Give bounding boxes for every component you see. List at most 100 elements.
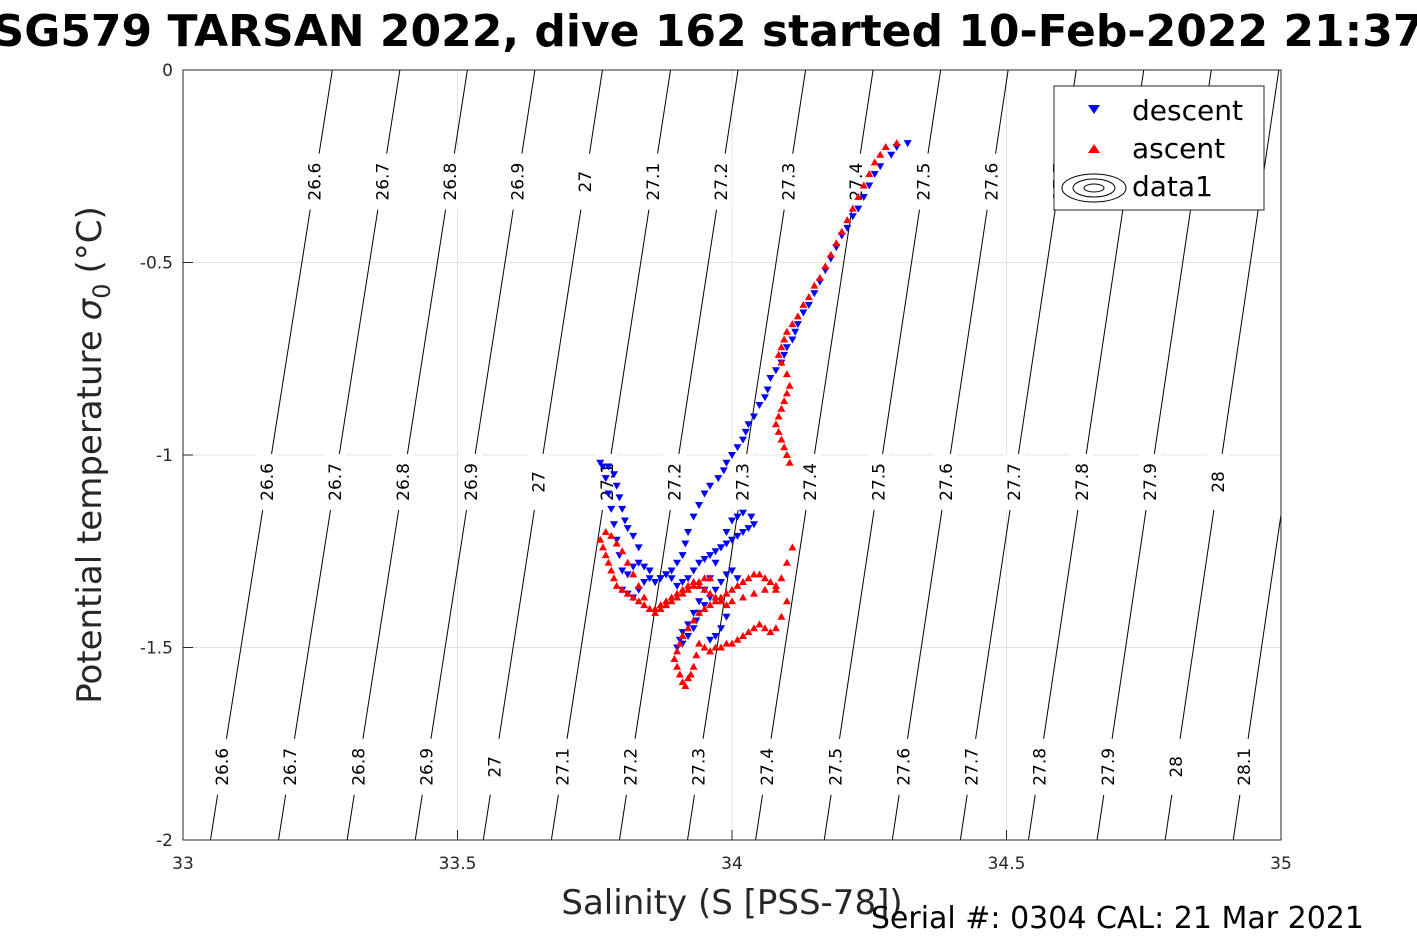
descent-point	[733, 532, 742, 540]
ascent-point	[656, 601, 665, 609]
ascent-point	[604, 558, 613, 566]
y-tick-label: -1	[156, 446, 173, 466]
contour-label: 26.8	[394, 463, 414, 501]
descent-point	[604, 490, 613, 498]
descent-point	[645, 567, 654, 575]
ascent-point	[670, 655, 679, 663]
ascent-point	[640, 601, 649, 609]
descent-point	[810, 290, 819, 298]
ascent-point	[744, 574, 753, 582]
ascent-point	[728, 585, 736, 593]
contour-label-background	[777, 153, 800, 210]
ascent-point	[738, 578, 747, 586]
ascent-point	[722, 601, 731, 609]
ascent-point	[662, 597, 671, 605]
x-tick-label: 33	[172, 854, 194, 874]
contour-label-background	[574, 153, 597, 210]
legend-descent-label: descent	[1132, 94, 1243, 127]
descent-point	[640, 563, 649, 571]
ascent-point	[738, 593, 747, 601]
descent-point	[788, 336, 797, 344]
contour-label: 27.4	[847, 163, 867, 201]
contour-label: 26.7	[326, 463, 346, 501]
contour-label-background	[912, 153, 935, 210]
contour-label: 28.1	[1235, 748, 1255, 786]
legend-ascent-label: ascent	[1132, 132, 1225, 165]
ascent-point	[634, 597, 643, 605]
ascent-point	[728, 597, 736, 605]
contour-label-background	[663, 453, 686, 510]
descent-point	[629, 532, 638, 540]
contour-label: 27	[486, 756, 506, 778]
descent-point	[612, 482, 621, 490]
descent-point	[689, 513, 698, 521]
y-axis-label-symbol: σ	[70, 297, 110, 320]
legend-descent-marker	[1088, 105, 1100, 114]
ascent-point	[623, 589, 632, 597]
ascent-point	[733, 635, 742, 643]
contour-label: 27.9	[1141, 463, 1161, 501]
ascent-point	[656, 605, 665, 612]
ascent-point	[777, 404, 786, 412]
density-contour-labels: 26.6 26.7 26.8 26.9 27 27.1 27.2 27.3 27.4 27.5 27…	[211, 153, 1255, 795]
ascent-point	[738, 631, 747, 639]
ascent-point	[859, 181, 868, 189]
contour-label-background	[392, 453, 415, 510]
descent-point	[695, 559, 704, 567]
ascent-point	[881, 143, 890, 150]
ascent-point	[700, 585, 709, 593]
ascent-point	[749, 570, 758, 578]
descent-point	[717, 544, 726, 552]
y-tick-label: -0.5	[140, 254, 173, 274]
contour-label-background	[1028, 738, 1051, 795]
contour-label: 27.8	[1030, 748, 1050, 786]
descent-point	[700, 490, 709, 498]
descent-point	[722, 459, 731, 467]
descent-point	[667, 575, 676, 583]
ascent-point	[700, 605, 709, 612]
descent-point	[609, 521, 618, 529]
descent-point	[695, 502, 704, 510]
ascent-point	[870, 158, 879, 166]
contour-label: 26.7	[281, 748, 301, 786]
ascent-point	[692, 651, 701, 659]
descent-point	[651, 579, 660, 587]
descent-point	[859, 194, 868, 202]
descent-point	[722, 613, 731, 621]
ascent-point	[865, 169, 874, 177]
ascent-point	[675, 670, 684, 678]
ascent-point	[755, 620, 764, 628]
ascent-point	[785, 381, 794, 389]
contour-label-background	[371, 153, 394, 210]
ascent-point	[777, 574, 786, 582]
descent-point	[717, 625, 726, 633]
ascent-point	[706, 647, 715, 655]
ascent-point	[596, 535, 605, 543]
ascent-point	[799, 300, 808, 308]
descent-point	[744, 421, 753, 429]
contour-label: 26.9	[418, 748, 438, 786]
contour-label: 27.5	[915, 163, 935, 201]
ascent-point	[706, 601, 715, 609]
ascent-point	[629, 593, 638, 601]
contour-label: 26.6	[213, 748, 233, 786]
descent-point	[681, 540, 690, 548]
contour-label: 27.3	[733, 463, 753, 501]
contour-label: 27.2	[622, 748, 642, 786]
ascent-point	[777, 343, 786, 351]
ascent-point	[689, 578, 698, 586]
ascent-point	[760, 574, 769, 582]
ascent-point	[780, 443, 789, 451]
ascent-point	[782, 327, 791, 335]
ascent-point	[815, 273, 824, 281]
ascent-point	[711, 597, 720, 605]
contour-label: 26.6	[258, 463, 278, 501]
contour-label: 27.1	[644, 163, 664, 201]
descent-point	[615, 494, 624, 502]
contour-label-background	[687, 738, 710, 795]
ascent-point	[684, 581, 693, 589]
ascent-point	[722, 639, 731, 647]
legend-box	[1053, 85, 1265, 211]
contour-label-background	[595, 453, 618, 510]
y-tick-label: -2	[156, 831, 173, 851]
